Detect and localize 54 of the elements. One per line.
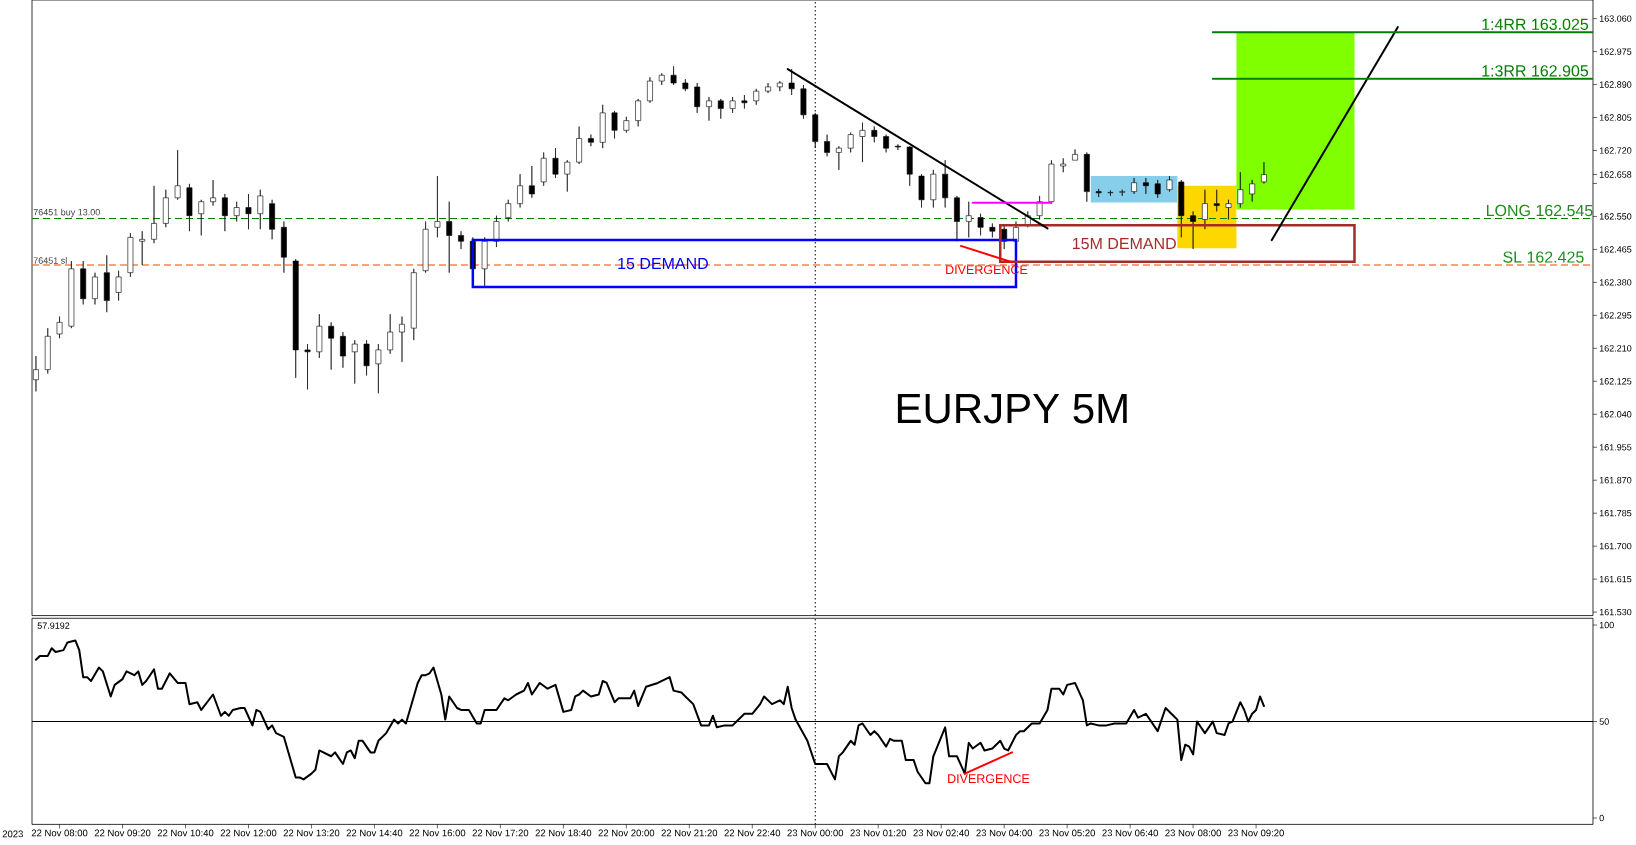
series-label: 1:4RR 163.025 (1482, 18, 1589, 30)
y-tick-label: 162.550 (1599, 213, 1632, 220)
x-tick-label: 22 Nov 14:40 (346, 829, 403, 837)
annotation: LONG 162.545 (1486, 204, 1593, 217)
y-tick-label: 161.785 (1599, 509, 1632, 517)
y-tick-label: 162.720 (1599, 147, 1632, 154)
y-tick-label: 161.530 (1599, 608, 1632, 616)
y-tick-label: 162.380 (1599, 279, 1632, 286)
y-tick-label: 161.615 (1599, 575, 1632, 583)
series-label: 15M DEMAND (1073, 238, 1176, 250)
x-tick-label: 22 Nov 16:00 (409, 829, 466, 837)
series-label: DIVERGENCE (948, 774, 1030, 784)
y-tick-label: 161.955 (1599, 444, 1632, 451)
y-tick-label: 162.658 (1599, 171, 1632, 178)
x-tick-label: 22 Nov 13:20 (283, 829, 340, 837)
x-tick-label: 22 Nov 18:40 (535, 829, 592, 837)
x-tick-label: 23 Nov 04:00 (976, 829, 1033, 837)
series-label: 1:3RR 162.905 (1482, 65, 1589, 77)
x-tick-label: 22 Nov 09:20 (94, 829, 151, 837)
y-tick-label: 161.870 (1599, 477, 1632, 484)
x-tick-label: 23 Nov 00:00 (787, 829, 844, 837)
x-tick-label: 22 Nov 17:20 (472, 829, 529, 837)
x-tick-label: 23 Nov 05:20 (1039, 829, 1096, 837)
y-tick-label: 162.465 (1599, 246, 1632, 253)
series-label: 15 DEMAND (618, 257, 708, 270)
x-tick-label: 23 Nov 02:40 (913, 829, 970, 837)
x-tick-label: 23 Nov 06:40 (1102, 829, 1158, 837)
x-tick-label: 22 Nov 22:40 (724, 829, 781, 837)
text: EURJPY 5M (897, 394, 1127, 424)
ref-line-label: 76451 buy 13.00 (33, 208, 100, 218)
y-tick-label: 162.975 (1599, 48, 1632, 55)
chart-title: 57.9192 (37, 622, 70, 629)
y-tick-label: 162.210 (1599, 345, 1632, 352)
y-tick-label: 162.890 (1599, 81, 1632, 88)
x-tick-label: 22 Nov 08:00 (31, 829, 88, 837)
y-tick-label: 161.700 (1599, 542, 1632, 550)
annotation: SL 162.425 (1503, 251, 1584, 263)
x-tick-label: 22 Nov 20:00 (598, 829, 655, 837)
x-tick-label: 23 Nov 01:20 (850, 829, 907, 837)
x-tick-label: 23 Nov 09:20 (1228, 829, 1284, 837)
y-tick-label: 162.040 (1599, 411, 1632, 418)
x-tick-label: 22 Nov 21:20 (661, 829, 718, 837)
y-tick-label: 0 (1599, 814, 1604, 822)
y-tick-label: 162.805 (1599, 114, 1632, 121)
y-tick-label: 162.125 (1599, 378, 1632, 385)
x-axis-title: 2023 (2, 830, 23, 838)
y-tick-label: 50 (1599, 718, 1609, 725)
x-tick-label: 23 Nov 08:00 (1165, 829, 1221, 837)
y-tick-label: 163.060 (1599, 15, 1632, 22)
x-tick-label: 22 Nov 12:00 (220, 829, 277, 837)
y-tick-label: 162.295 (1599, 312, 1632, 319)
y-tick-label: 100 (1599, 621, 1614, 629)
ref-line-label: 76451 sl (33, 257, 67, 264)
x-tick-label: 22 Nov 10:40 (157, 829, 214, 837)
